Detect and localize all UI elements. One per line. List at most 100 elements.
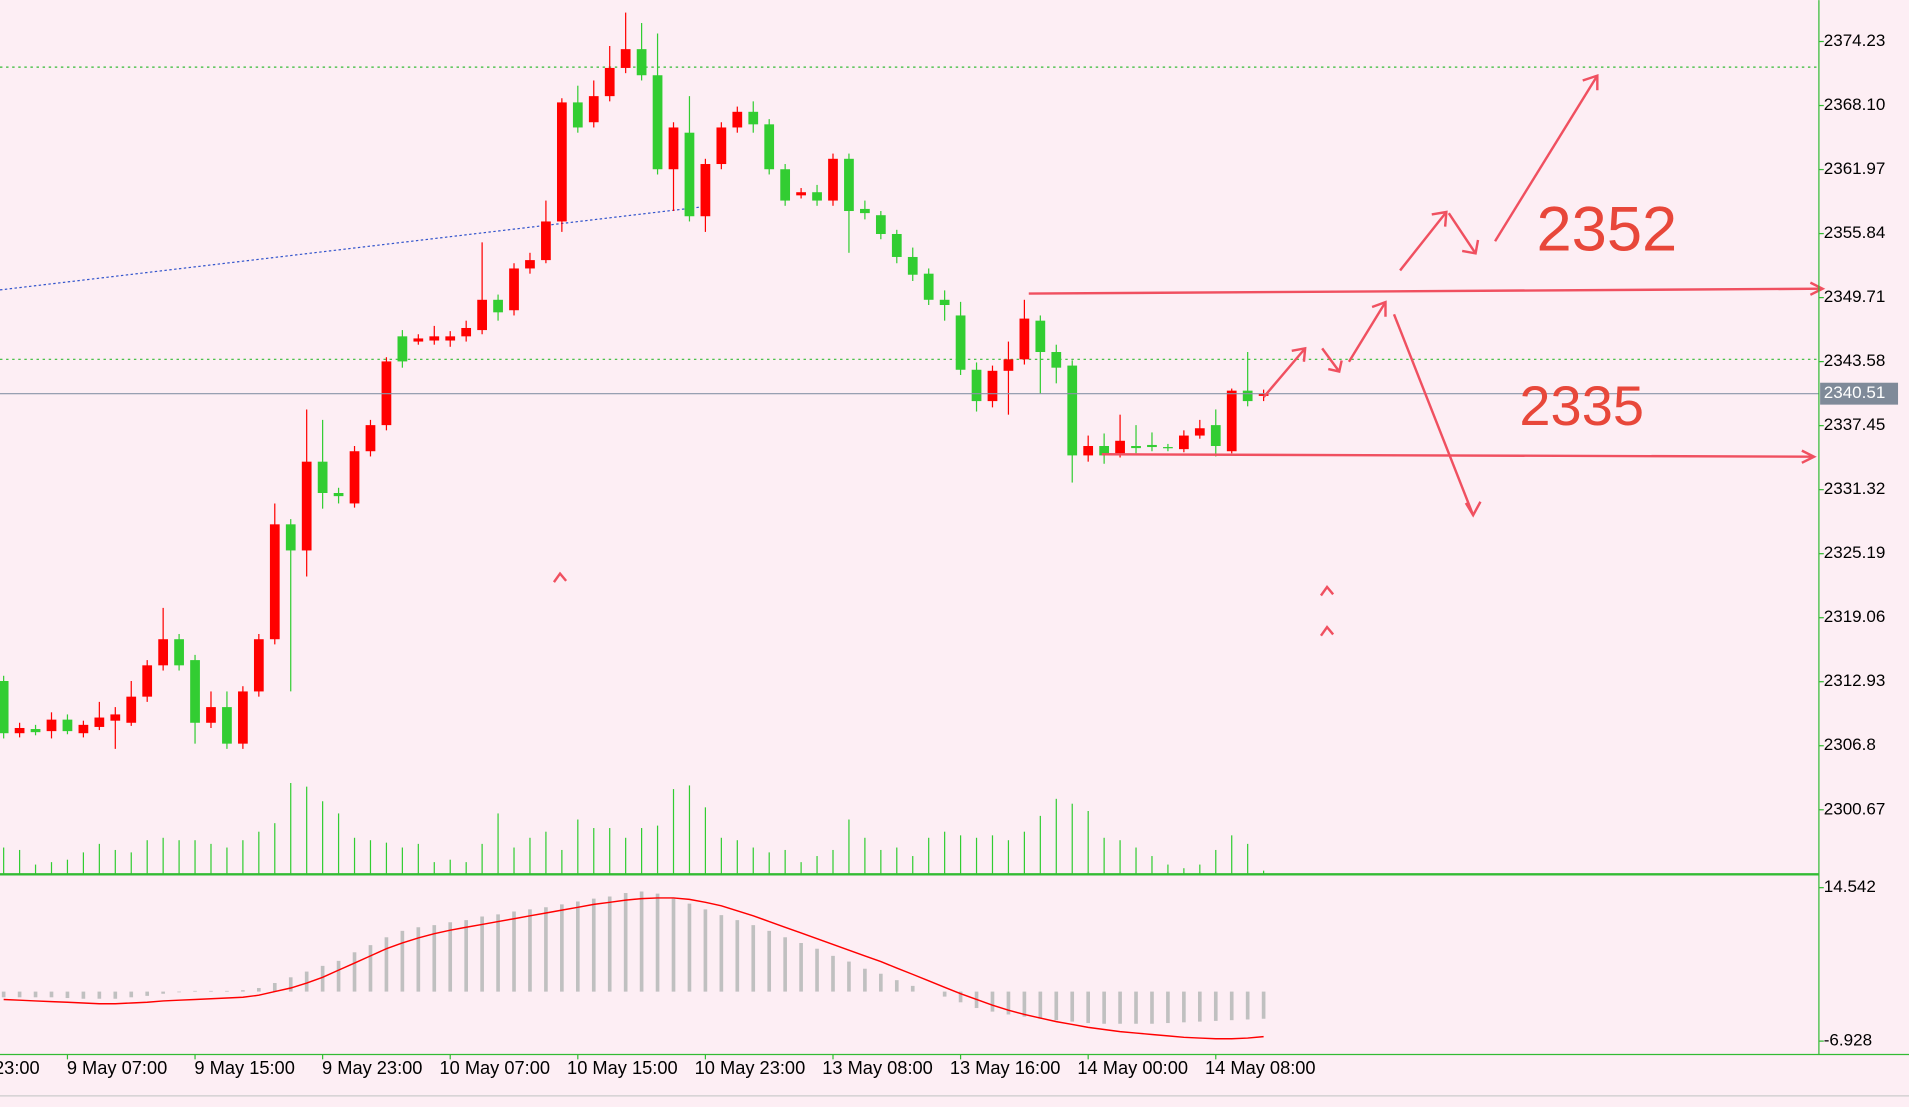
candle-body — [206, 707, 216, 723]
y-tick-label: 2343.58 — [1824, 351, 1886, 370]
candle-body — [46, 719, 57, 732]
candle-body — [1067, 365, 1078, 456]
candle-body — [572, 102, 583, 128]
marks — [0, 12, 1819, 1040]
candle-body — [1131, 446, 1141, 449]
candle-body — [285, 524, 296, 551]
candle-body — [30, 729, 41, 733]
candle-body — [1163, 447, 1173, 449]
candle-body — [1115, 440, 1125, 454]
candle-body — [955, 315, 966, 370]
y-tick-label: -6.928 — [1824, 1031, 1872, 1050]
candle-body — [828, 158, 838, 201]
candle-body — [253, 639, 264, 692]
y-tick-label: 2374.23 — [1824, 31, 1886, 50]
y-tick-label: 2306.8 — [1824, 735, 1876, 754]
y-tick-label: 2349.71 — [1824, 287, 1886, 306]
candle-body — [349, 451, 360, 504]
candle-body — [636, 49, 647, 76]
candle-body — [142, 665, 153, 697]
y-tick-label: 2331.32 — [1824, 479, 1886, 498]
candle-body — [126, 696, 137, 723]
x-tick-label: 14 May 08:00 — [1205, 1057, 1316, 1078]
candle-body — [190, 660, 200, 723]
signal-line — [3, 897, 1264, 1040]
x-tick-label: 9 May 23:00 — [322, 1057, 422, 1078]
x-tick-label: 13 May 08:00 — [822, 1057, 933, 1078]
candle-body — [174, 639, 184, 666]
x-tick-label: 14 May 00:00 — [1077, 1057, 1188, 1078]
candle-body — [812, 192, 822, 201]
candle-body — [413, 338, 424, 342]
candle-body — [556, 102, 567, 222]
candle-body — [1226, 390, 1237, 452]
current-price-label: 2340.51 — [1824, 383, 1886, 402]
y-tick-label: 2337.45 — [1824, 415, 1886, 434]
candle-body — [94, 717, 105, 727]
candle-body — [14, 727, 25, 734]
candle-body — [860, 208, 870, 214]
candle-body — [317, 461, 328, 494]
candle-body — [1019, 318, 1030, 360]
candle-body — [875, 215, 886, 234]
drawings — [552, 73, 1826, 637]
candle-body — [987, 370, 998, 402]
candle-body — [668, 127, 679, 170]
candle-body — [1179, 435, 1189, 450]
candle-body — [1003, 359, 1014, 371]
candle-body — [652, 75, 663, 170]
candle-body — [158, 639, 169, 666]
candle-body — [1083, 446, 1094, 456]
current-price-box — [1820, 382, 1899, 405]
candle-body — [1099, 446, 1109, 456]
candle-body — [477, 299, 487, 331]
trend-line — [0, 206, 701, 291]
candle-body — [110, 714, 121, 721]
candle-body — [78, 724, 89, 734]
candle-body — [764, 124, 775, 170]
candle-body — [780, 169, 791, 201]
candle-body — [1210, 425, 1221, 447]
x-tick-label: 9 May 15:00 — [194, 1057, 294, 1078]
candle-body — [445, 336, 456, 341]
x-tick-label: 9 May 07:00 — [67, 1057, 167, 1078]
candle-body — [684, 132, 695, 217]
candle-body — [971, 369, 982, 402]
y-tick-label: 2355.84 — [1824, 223, 1886, 242]
candle-body — [716, 127, 727, 165]
candle-body — [493, 299, 503, 313]
candle-body — [461, 327, 472, 337]
candle-body — [1258, 393, 1269, 396]
y-tick-label: 2368.10 — [1824, 95, 1886, 114]
candle-body — [62, 719, 73, 732]
candle-body — [588, 96, 599, 123]
candle-body — [1194, 428, 1205, 436]
candle-body — [620, 49, 631, 68]
candle-body — [269, 524, 280, 640]
candle-body — [365, 425, 376, 452]
candle-body — [1147, 444, 1157, 448]
y-tick-label: 2300.67 — [1824, 799, 1886, 818]
candle-body — [1035, 320, 1046, 353]
candle-body — [509, 268, 519, 311]
candle-body — [939, 299, 950, 306]
candle-body — [0, 680, 9, 734]
candle-body — [238, 691, 248, 744]
candle-body — [541, 221, 551, 261]
y-tick-label: 2319.06 — [1824, 607, 1886, 626]
x-tick-label: 13 May 16:00 — [950, 1057, 1061, 1078]
candle-body — [301, 461, 312, 551]
candle-body — [923, 273, 934, 300]
candle-body — [525, 260, 535, 269]
y-tick-label: 2312.93 — [1824, 671, 1886, 690]
x-tick-label: 23:00 — [0, 1057, 40, 1078]
candle-body — [796, 192, 806, 196]
y-tick-label: 14.542 — [1824, 877, 1876, 896]
candle-body — [732, 111, 743, 128]
candle-body — [1242, 390, 1253, 402]
x-tick-label: 10 May 23:00 — [695, 1057, 806, 1078]
candle-body — [891, 233, 902, 257]
